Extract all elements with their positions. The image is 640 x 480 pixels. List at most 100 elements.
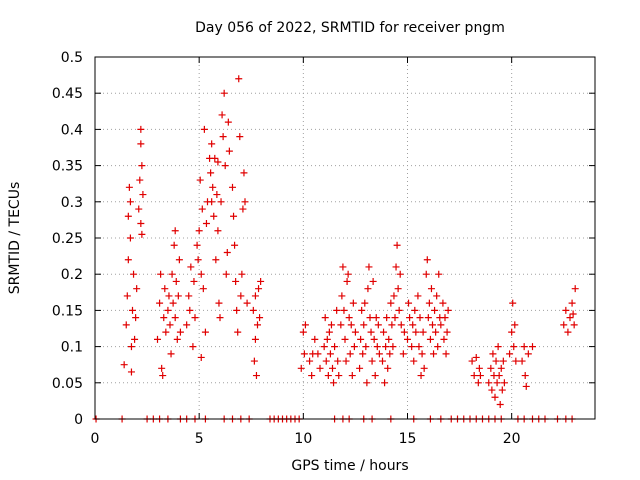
data-point xyxy=(170,241,178,249)
data-point xyxy=(220,89,228,97)
data-point xyxy=(423,256,431,264)
data-point xyxy=(374,321,382,329)
data-point xyxy=(410,357,418,365)
data-point xyxy=(337,321,345,329)
data-point xyxy=(320,343,328,351)
data-point xyxy=(468,357,476,365)
data-point xyxy=(420,364,428,372)
data-point xyxy=(251,335,259,343)
data-point xyxy=(251,292,259,300)
data-point xyxy=(522,382,530,390)
data-point xyxy=(238,270,246,278)
data-point xyxy=(506,350,514,358)
data-point xyxy=(397,321,405,329)
data-point xyxy=(372,314,380,322)
data-point xyxy=(218,111,226,119)
data-point xyxy=(154,335,161,343)
data-point xyxy=(208,140,216,148)
data-point xyxy=(472,353,480,361)
data-point xyxy=(214,158,222,166)
data-point xyxy=(256,314,264,322)
data-point xyxy=(157,270,165,278)
data-point xyxy=(237,292,245,300)
data-point xyxy=(343,277,351,285)
data-point xyxy=(323,335,331,343)
data-point xyxy=(127,368,135,376)
data-point xyxy=(338,292,346,300)
data-point xyxy=(492,357,500,365)
data-point xyxy=(306,357,314,365)
data-point xyxy=(249,306,257,314)
data-point xyxy=(240,169,248,177)
x-tick-label: 20 xyxy=(503,431,521,447)
data-point xyxy=(371,372,379,380)
data-point xyxy=(569,310,577,318)
data-point xyxy=(232,277,240,285)
data-point xyxy=(571,285,579,293)
data-point xyxy=(495,372,503,380)
data-point xyxy=(213,191,221,199)
data-point xyxy=(493,379,501,387)
data-point xyxy=(196,176,204,184)
data-point xyxy=(441,314,449,322)
data-point xyxy=(489,350,497,358)
data-point xyxy=(129,306,136,314)
data-point xyxy=(524,350,532,358)
data-point xyxy=(191,314,199,322)
data-point xyxy=(208,198,216,206)
data-point xyxy=(330,379,338,387)
x-axis-label: GPS time / hours xyxy=(291,458,408,474)
data-point xyxy=(570,321,578,329)
data-point xyxy=(324,372,332,380)
data-point xyxy=(183,321,191,329)
data-point xyxy=(496,401,504,409)
data-point xyxy=(418,350,426,358)
data-point xyxy=(529,343,536,351)
y-axis: 0 0.05 0.1 0.15 0.2 0.25 0.3 0.35 0.4 0.45 0.5 xyxy=(52,50,595,428)
data-point xyxy=(408,343,416,351)
y-tick-label: 0 xyxy=(74,412,83,428)
data-point xyxy=(164,306,172,314)
data-point xyxy=(138,162,146,170)
data-point xyxy=(358,306,366,314)
data-point xyxy=(160,314,168,322)
data-point xyxy=(314,350,322,358)
data-point xyxy=(168,270,176,278)
x-tick-label: 5 xyxy=(195,431,204,447)
data-point xyxy=(130,270,138,278)
data-point xyxy=(346,350,354,358)
data-point xyxy=(568,299,576,307)
data-point xyxy=(432,328,440,336)
data-point xyxy=(335,372,343,380)
data-point xyxy=(365,263,373,271)
data-point xyxy=(175,256,183,264)
data-point xyxy=(341,335,349,343)
data-point xyxy=(491,393,499,401)
data-point xyxy=(488,386,496,394)
data-point xyxy=(166,321,174,329)
data-point xyxy=(229,183,236,191)
data-point xyxy=(434,343,442,351)
data-point xyxy=(370,335,378,343)
data-point xyxy=(297,364,305,372)
data-point xyxy=(487,364,495,372)
data-point xyxy=(384,364,392,372)
data-point xyxy=(389,343,397,351)
data-point xyxy=(390,292,398,300)
data-point xyxy=(171,314,179,322)
data-point xyxy=(257,277,265,285)
data-point xyxy=(162,328,170,336)
data-point xyxy=(444,306,452,314)
data-point xyxy=(215,299,223,307)
data-point xyxy=(171,227,179,235)
data-point xyxy=(383,314,391,322)
data-point xyxy=(425,299,433,307)
y-tick-label: 0.25 xyxy=(52,231,83,247)
data-point xyxy=(299,328,307,336)
data-point xyxy=(375,350,383,358)
data-point xyxy=(368,357,376,365)
data-point xyxy=(325,328,333,336)
data-point xyxy=(233,306,241,314)
data-point xyxy=(494,343,502,351)
